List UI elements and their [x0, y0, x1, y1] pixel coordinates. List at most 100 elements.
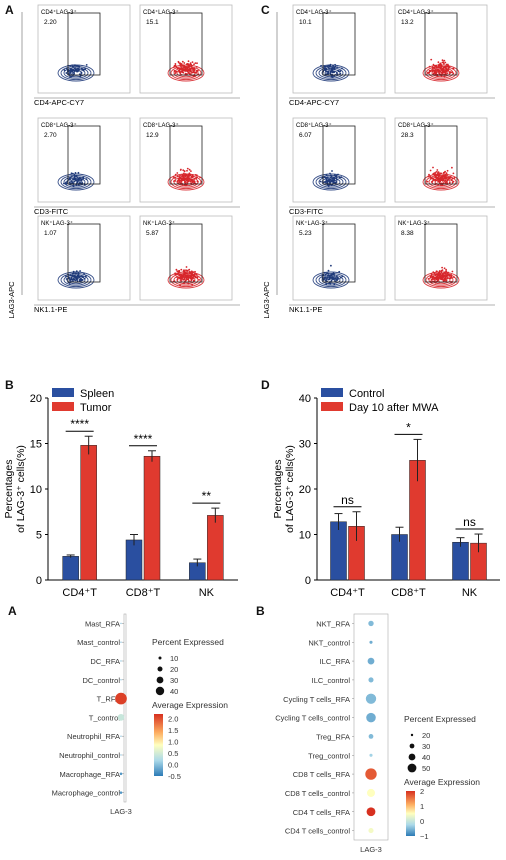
flow-event-dot: [331, 180, 334, 183]
flow-event-dot: [450, 273, 452, 276]
flow-event-dot: [451, 166, 453, 169]
flow-event-dot: [330, 75, 333, 78]
flow-event-dot: [427, 175, 430, 178]
flow-contour: [425, 174, 457, 190]
flow-event-dot: [187, 60, 190, 63]
flow-contour: [312, 271, 350, 289]
size-legend-dot: [407, 763, 417, 773]
flow-contour: [63, 274, 89, 286]
flow-event-dot: [330, 180, 332, 183]
flow-event-dot: [177, 61, 180, 64]
flow-gate-value: 8.38: [401, 230, 414, 237]
flow-event-dot: [448, 277, 450, 280]
dotplot-row-label: Treg_control: [308, 751, 350, 760]
flow-event-dot: [442, 174, 445, 177]
legend-swatch: [321, 388, 343, 397]
flow-event-dot: [438, 179, 440, 182]
y-tick-label: 10: [30, 484, 42, 496]
flow-event-dot: [445, 63, 448, 66]
dotplot-row-label: Neutrophil_control: [59, 751, 120, 760]
bar: [207, 515, 224, 581]
flow-event-dot: [75, 272, 77, 275]
flow-event-dot: [173, 64, 176, 67]
color-legend-label: 0.5: [168, 749, 178, 758]
flow-gate-label: NK⁺LAG-3⁺: [143, 220, 175, 227]
flow-contour: [315, 272, 347, 288]
flow-event-dot: [182, 64, 185, 67]
flow-event-dot: [193, 67, 196, 70]
flow-event-dot: [448, 273, 450, 276]
flow-event-dot: [176, 180, 179, 183]
flow-event-dot: [328, 181, 331, 183]
flow-event-dot: [79, 278, 82, 281]
flow-event-dot: [176, 172, 179, 174]
flow-event-dot: [69, 274, 72, 276]
y-axis-label: Percentages: [3, 460, 15, 519]
flow-event-dot: [442, 182, 445, 184]
flow-gate-value: 6.07: [299, 132, 312, 139]
panel-label-b2: B: [256, 604, 265, 618]
flow-event-dot: [188, 69, 191, 72]
flow-event-dot: [446, 182, 449, 185]
flow-event-dot: [188, 172, 191, 175]
flow-gate-label: CD8⁺LAG-3⁺: [41, 122, 77, 129]
flow-event-dot: [181, 276, 184, 279]
flow-event-dot: [445, 279, 448, 282]
dotplot-row-label: Mast_RFA: [85, 619, 120, 628]
flow-event-dot: [443, 279, 446, 281]
x-tick-label: CD8⁺T: [391, 587, 426, 599]
flow-event-dot: [443, 59, 446, 62]
flow-event-dot: [432, 178, 435, 181]
flow-event-dot: [428, 173, 430, 176]
flow-event-dot: [338, 176, 341, 179]
flow-event-dot: [447, 177, 450, 179]
flow-event-dot: [80, 179, 83, 182]
flow-event-dot: [195, 273, 198, 276]
flow-event-dot: [431, 66, 434, 69]
flow-event-dot: [184, 271, 187, 274]
flow-event-dot: [335, 181, 337, 184]
flow-event-dot: [440, 184, 442, 187]
flow-event-dot: [436, 173, 439, 175]
flow-event-dot: [441, 273, 444, 276]
flow-event-dot: [65, 278, 68, 280]
flow-event-dot: [441, 59, 444, 62]
flow-gate: [67, 12, 101, 76]
flow-event-dot: [329, 63, 332, 66]
flow-event-dot: [440, 172, 443, 175]
size-legend-label: 30: [170, 676, 178, 685]
dotplot-dot: [366, 788, 376, 797]
flow-event-dot: [446, 178, 449, 181]
flow-event-dot: [187, 282, 190, 285]
flow-event-dot: [73, 174, 76, 176]
flow-event-dot: [183, 184, 186, 186]
flow-gate-label: NK⁺LAG-3⁺: [398, 220, 430, 227]
flow-event-dot: [440, 269, 443, 272]
flow-event-dot: [71, 182, 73, 185]
flow-event-dot: [447, 63, 449, 66]
flow-event-dot: [191, 277, 194, 280]
flow-gate: [67, 223, 101, 283]
flow-event-dot: [69, 279, 71, 282]
flow-event-dot: [193, 178, 196, 180]
flow-event-dot: [189, 174, 192, 176]
flow-event-dot: [73, 67, 76, 70]
flow-gate-value: 15.1: [146, 19, 159, 26]
flow-event-dot: [326, 179, 329, 182]
flow-event-dot: [183, 179, 186, 182]
flow-event-dot: [432, 63, 435, 66]
flow-event-dot: [449, 72, 452, 74]
flow-event-dot: [179, 174, 181, 177]
flow-event-dot: [434, 274, 437, 277]
panel-label-a: A: [5, 3, 14, 17]
flow-event-dot: [177, 175, 179, 178]
dotplot-dot: [120, 735, 122, 737]
color-legend-label: 1.5: [168, 726, 178, 735]
flow-gate-label: CD8⁺LAG-3⁺: [398, 122, 434, 129]
color-legend-label: -0.5: [168, 772, 181, 781]
flow-event-dot: [73, 176, 76, 179]
flow-event-dot: [76, 176, 79, 179]
flow-x-axis-label: CD4-APC-CY7: [289, 98, 339, 107]
flow-event-dot: [323, 181, 325, 184]
flow-event-dot: [326, 65, 329, 68]
